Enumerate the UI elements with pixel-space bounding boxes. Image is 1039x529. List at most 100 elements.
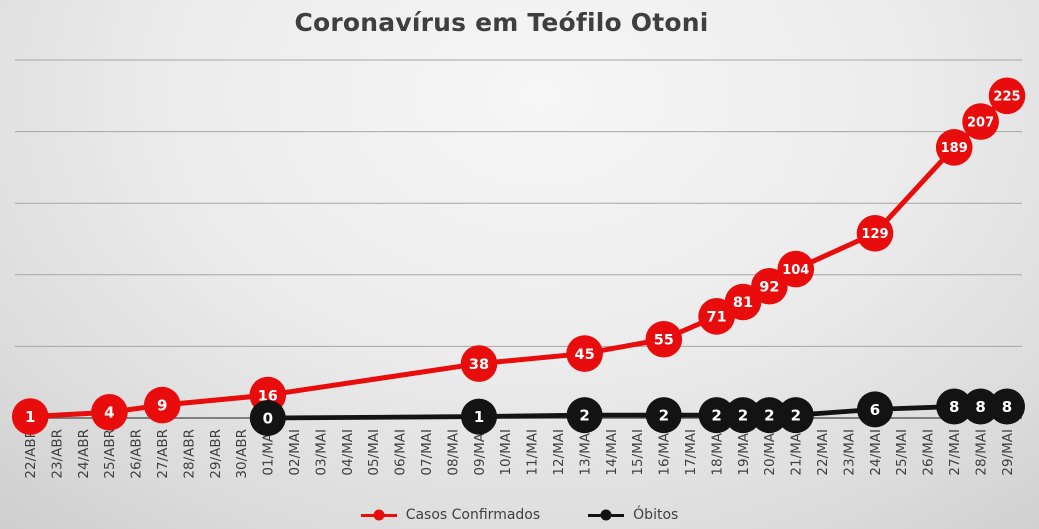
- x-axis-label: 21/MAI: [789, 429, 805, 476]
- x-axis-label: 06/MAI: [393, 429, 409, 476]
- obitos-data-point-marker: [461, 398, 497, 435]
- casos-confirmados-data-point-label: 104: [782, 263, 809, 278]
- obitos-data-point-marker: [645, 397, 682, 434]
- casos-confirmados-data-point-marker: [143, 386, 181, 424]
- casos-confirmados-data-point-marker: [460, 345, 498, 382]
- x-axis-label: 24/MAI: [868, 429, 884, 476]
- x-axis-label: 22/MAI: [815, 429, 831, 476]
- obitos-data-point-marker: [989, 388, 1025, 425]
- obitos-data-point-label: 2: [738, 407, 748, 425]
- casos-confirmados-data-point-label: 207: [967, 115, 994, 130]
- x-axis-label: 26/ABR: [129, 429, 145, 479]
- obitos-data-point-marker: [857, 391, 893, 428]
- x-axis-label: 13/MAI: [577, 429, 593, 476]
- x-axis-label: 04/MAI: [340, 429, 356, 476]
- obitos-data-point-label: 2: [791, 407, 801, 425]
- obitos-data-point-label: 8: [975, 398, 985, 416]
- obitos-data-point-label: 2: [659, 407, 669, 425]
- x-axis-label: 22/ABR: [23, 429, 39, 479]
- casos-confirmados-data-point-marker: [645, 320, 683, 358]
- casos-confirmados-data-point-label: 225: [993, 89, 1020, 104]
- obitos-data-point-marker: [725, 397, 761, 434]
- x-axis-label: 03/MAI: [313, 429, 329, 476]
- x-axis-label: 29/MAI: [1000, 429, 1016, 476]
- obitos-data-point-label: 2: [764, 407, 774, 425]
- obitos-data-point-label: 6: [870, 401, 880, 419]
- obitos-data-point-label: 8: [1002, 398, 1012, 416]
- x-axis-label: 19/MAI: [736, 429, 752, 476]
- x-axis-label: 20/MAI: [762, 429, 778, 476]
- casos-confirmados-data-point-label: 55: [654, 332, 674, 348]
- legend-dot-icon: [600, 509, 612, 521]
- x-axis-label: 30/ABR: [234, 429, 250, 479]
- obitos-data-point-marker: [777, 397, 814, 434]
- legend-label: Óbitos: [633, 507, 679, 523]
- obitos-data-point-label: 2: [711, 407, 721, 425]
- casos-confirmados-data-point-label: 129: [861, 227, 888, 242]
- obitos-data-point-marker: [249, 400, 286, 436]
- x-axis-label: 18/MAI: [709, 429, 725, 476]
- casos-confirmados-data-point-marker: [935, 129, 973, 166]
- casos-confirmados-data-point-marker: [91, 393, 128, 431]
- x-axis-label: 08/MAI: [445, 429, 461, 476]
- casos-confirmados-data-point-label: 9: [157, 397, 167, 415]
- casos-confirmados-data-point-marker: [751, 267, 788, 305]
- obitos-data-point-label: 0: [263, 409, 273, 427]
- casos-confirmados-data-point-label: 38: [469, 357, 489, 373]
- casos-confirmados-data-point-label: 45: [575, 347, 595, 363]
- legend-line-marker-icon: [588, 509, 625, 521]
- legend-label: Casos Confirmados: [405, 507, 541, 523]
- casos-confirmados-data-point-label: 71: [707, 310, 727, 326]
- x-axis-label: 11/MAI: [525, 429, 541, 476]
- casos-confirmados-line: [27, 93, 1010, 420]
- x-axis-label: 10/MAI: [498, 429, 514, 476]
- x-axis-label: 23/MAI: [841, 429, 857, 476]
- casos-confirmados-data-point-marker: [11, 398, 49, 435]
- x-axis-label: 24/ABR: [76, 429, 92, 479]
- x-axis-label: 07/MAI: [419, 429, 435, 476]
- obitos-data-point-marker: [698, 397, 735, 434]
- x-axis-label: 05/MAI: [366, 429, 382, 476]
- casos-confirmados-data-point-marker: [724, 283, 762, 321]
- chart-title: Coronavírus em Teófilo Otoni: [294, 8, 709, 37]
- obitos-data-point-marker: [962, 388, 999, 425]
- x-axis-label: 17/MAI: [683, 429, 699, 476]
- legend-item-obitos: Óbitos: [588, 507, 678, 523]
- x-axis-label: 14/MAI: [604, 429, 620, 476]
- legend-item-casos-confirmados: Casos Confirmados: [360, 507, 541, 523]
- x-axis-label: 25/MAI: [894, 429, 910, 476]
- obitos-data-point-marker: [936, 388, 973, 425]
- obitos-data-point-marker: [566, 397, 603, 434]
- casos-confirmados-data-point-marker: [777, 250, 815, 288]
- x-axis-label: 27/MAI: [947, 429, 963, 476]
- casos-confirmados-data-point-label: 189: [941, 141, 968, 156]
- x-axis-label: 02/MAI: [287, 429, 303, 476]
- x-axis-label: 27/ABR: [155, 429, 171, 479]
- x-axis-label: 23/ABR: [49, 429, 65, 479]
- casos-confirmados-data-point-marker: [988, 77, 1026, 115]
- casos-confirmados-data-point-label: 1: [25, 408, 35, 426]
- x-axis-label: 28/MAI: [973, 429, 989, 476]
- casos-confirmados-data-point-label: 92: [759, 279, 779, 295]
- obitos-data-point-label: 8: [949, 398, 959, 416]
- legend-dot-icon: [373, 509, 385, 521]
- obitos-data-point-label: 2: [579, 407, 589, 425]
- casos-confirmados-data-point-marker: [856, 214, 894, 252]
- casos-confirmados-data-point-label: 81: [733, 295, 753, 311]
- x-axis-label: 28/ABR: [181, 429, 197, 479]
- x-axis-label: 25/ABR: [102, 429, 118, 479]
- x-axis-label: 09/MAI: [472, 429, 488, 476]
- obitos-data-point-label: 1: [474, 408, 484, 426]
- x-axis-label: 15/MAI: [630, 429, 646, 476]
- obitos-line: [265, 404, 1010, 421]
- casos-confirmados-data-point-label: 16: [258, 388, 278, 404]
- x-axis-label: 16/MAI: [657, 429, 673, 476]
- casos-confirmados-data-point-label: 4: [104, 404, 114, 422]
- x-axis-label: 26/MAI: [921, 429, 937, 476]
- x-axis-label: 29/ABR: [208, 429, 224, 479]
- obitos-data-point-marker: [751, 397, 788, 434]
- casos-confirmados-data-point-marker: [962, 103, 999, 140]
- legend: Casos Confirmados Óbitos: [0, 507, 1039, 523]
